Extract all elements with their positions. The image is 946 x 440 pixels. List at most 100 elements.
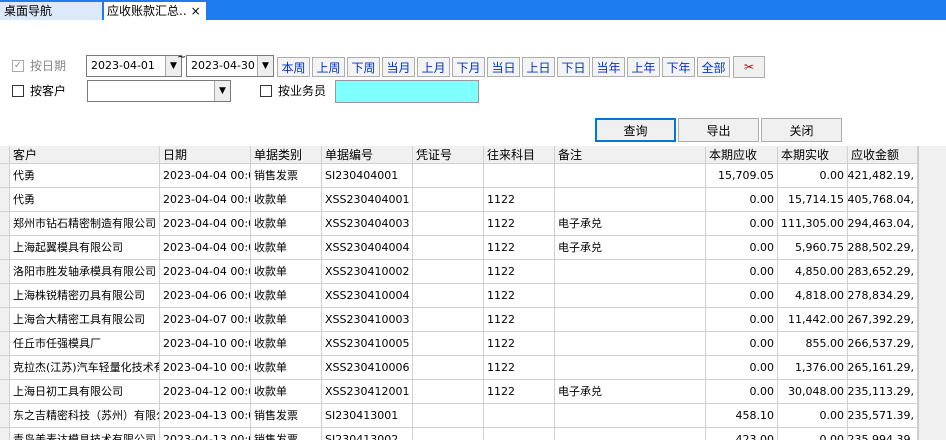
table-cell[interactable]: XSS230410006 [322,356,413,380]
table-cell[interactable]: 2023-04-13 00:00 [160,404,251,428]
table-cell[interactable] [413,428,484,440]
table-cell[interactable] [555,260,706,284]
quick-button[interactable]: 本周 [277,57,310,77]
table-cell[interactable]: 1122 [484,332,555,356]
table-cell[interactable]: 收款单 [251,308,322,332]
table-cell[interactable]: 1122 [484,212,555,236]
checkbox[interactable] [260,85,272,97]
table-cell[interactable]: XSS230412001 [322,380,413,404]
table-cell[interactable]: 销售发票 [251,164,322,188]
table-cell[interactable]: ,266,537.29 [848,332,918,356]
table-cell[interactable] [484,164,555,188]
table-cell[interactable]: 克拉杰(江苏)汽车轻量化技术有限公司 [10,356,160,380]
tab[interactable]: 桌面导航 [0,2,102,20]
table-cell[interactable]: XSS230404004 [322,236,413,260]
table-cell[interactable]: 上海日初工具有限公司 [10,380,160,404]
table-cell[interactable]: 上海起翼模具有限公司 [10,236,160,260]
table-cell[interactable]: 0.00 [706,284,778,308]
dropdown[interactable]: ▼ [165,56,181,76]
quick-button[interactable]: 上月 [417,57,450,77]
table-cell[interactable]: SI230404001 [322,164,413,188]
dropdown[interactable]: ▼ [214,81,230,101]
table-cell[interactable]: 代勇 [10,164,160,188]
checkbox-checked[interactable]: ✓ [12,60,24,72]
table-cell[interactable] [413,236,484,260]
table-cell[interactable]: 收款单 [251,380,322,404]
table-cell[interactable]: XSS230410004 [322,284,413,308]
quick-button[interactable]: 下日 [557,57,590,77]
table-cell[interactable] [484,428,555,440]
table-cell[interactable]: 15,714.15 [778,188,848,212]
table-cell[interactable] [413,356,484,380]
table-cell[interactable]: 洛阳市胜发轴承模具有限公司 [10,260,160,284]
table-cell[interactable]: 2023-04-04 00:00 [160,236,251,260]
salesman-input[interactable] [335,80,479,103]
table-cell[interactable]: 2023-04-12 00:00 [160,380,251,404]
table-cell[interactable]: ,265,161.29 [848,356,918,380]
column-header[interactable]: 往来科目 [484,146,555,164]
quick-button[interactable]: 全部 [697,57,730,77]
table-cell[interactable]: 收款单 [251,356,322,380]
table-cell[interactable]: 电子承兑 [555,236,706,260]
table-cell[interactable] [413,284,484,308]
table-cell[interactable]: ,235,113.29 [848,380,918,404]
table-cell[interactable] [413,188,484,212]
table-cell[interactable]: 2023-04-04 00:00 [160,164,251,188]
table-cell[interactable] [555,188,706,212]
table-cell[interactable]: 电子承兑 [555,380,706,404]
table-cell[interactable]: 1122 [484,188,555,212]
export-button[interactable]: 导出 [678,118,759,142]
table-cell[interactable]: 855.00 [778,332,848,356]
table-cell[interactable]: 2023-04-13 00:00 [160,428,251,440]
table-cell[interactable]: 2023-04-10 00:00 [160,356,251,380]
table-cell[interactable]: 青岛美麦达模具技术有限公司 [10,428,160,440]
table-cell[interactable]: 1122 [484,260,555,284]
table-cell[interactable]: 458.10 [706,404,778,428]
quick-button[interactable]: 当年 [592,57,625,77]
table-cell[interactable]: 15,709.05 [706,164,778,188]
query-button[interactable]: 查询 [595,118,676,142]
table-cell[interactable]: ,278,834.29 [848,284,918,308]
table-cell[interactable] [413,260,484,284]
quick-button[interactable]: 当日 [487,57,520,77]
column-header[interactable]: 凭证号 [413,146,484,164]
table-cell[interactable]: 423.00 [706,428,778,440]
table-cell[interactable]: 收款单 [251,236,322,260]
column-header[interactable]: 单据类别 [251,146,322,164]
table-cell[interactable] [484,404,555,428]
table-cell[interactable] [555,404,706,428]
table-cell[interactable]: 上海株锐精密刃具有限公司 [10,284,160,308]
table-cell[interactable]: 0.00 [778,404,848,428]
table-cell[interactable] [555,284,706,308]
quick-button[interactable]: 下月 [452,57,485,77]
table-cell[interactable] [555,164,706,188]
close-button[interactable]: 关闭 [761,118,842,142]
table-cell[interactable]: ,421,482.19 [848,164,918,188]
table-cell[interactable]: 0.00 [706,308,778,332]
table-cell[interactable]: 电子承兑 [555,212,706,236]
table-cell[interactable]: 0.00 [778,164,848,188]
table-cell[interactable] [413,380,484,404]
table-cell[interactable]: 1122 [484,236,555,260]
table-cell[interactable]: XSS230404001 [322,188,413,212]
table-cell[interactable]: 2023-04-04 00:00 [160,188,251,212]
table-cell[interactable]: SI230413002 [322,428,413,440]
table-cell[interactable]: 收款单 [251,284,322,308]
table-cell[interactable]: ,405,768.04 [848,188,918,212]
table-cell[interactable]: 2023-04-04 00:00 [160,260,251,284]
table-cell[interactable]: SI230413001 [322,404,413,428]
table-cell[interactable]: 0.00 [706,356,778,380]
table-cell[interactable]: 2023-04-06 00:00 [160,284,251,308]
customer-combo[interactable]: ▼ [87,80,231,102]
table-cell[interactable]: 0.00 [706,260,778,284]
table-cell[interactable]: XSS230410002 [322,260,413,284]
table-cell[interactable]: 上海合大精密工具有限公司 [10,308,160,332]
table-cell[interactable]: ,283,652.29 [848,260,918,284]
table-cell[interactable]: XSS230410005 [322,332,413,356]
table-cell[interactable]: 郑州市钻石精密制造有限公司 [10,212,160,236]
table-cell[interactable]: ,235,994.39 [848,428,918,440]
table-cell[interactable]: 销售发票 [251,428,322,440]
clear-button[interactable]: ✂ [733,56,765,78]
table-cell[interactable] [413,332,484,356]
table-cell[interactable]: 收款单 [251,188,322,212]
